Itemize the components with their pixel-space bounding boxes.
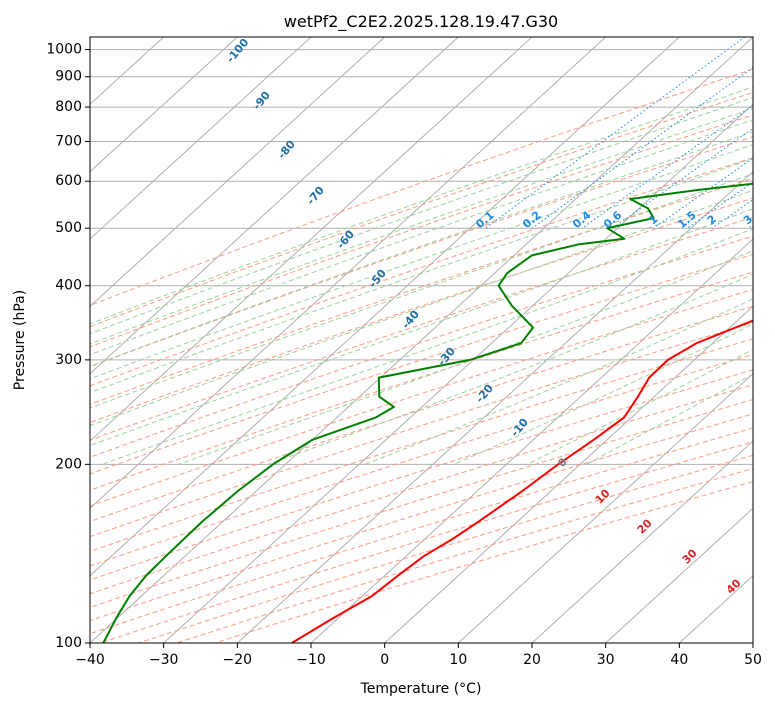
dry-adiabat-line xyxy=(90,369,753,581)
moist-adiabat-line xyxy=(90,143,753,380)
mixing-ratio-line xyxy=(531,66,753,229)
moist-adiabat-line xyxy=(90,119,753,356)
x-tick-label: 0 xyxy=(380,652,389,668)
isotherm-line xyxy=(90,37,607,510)
isotherm-line xyxy=(236,170,753,643)
y-tick-label: 1000 xyxy=(46,42,82,58)
y-axis-label: Pressure (hPa) xyxy=(12,290,28,390)
background-lines xyxy=(90,37,753,643)
moist-adiabat-line xyxy=(453,323,753,465)
isotherm-line xyxy=(457,372,753,643)
x-tick-label: −10 xyxy=(296,652,326,668)
dry-adiabat-line xyxy=(90,68,753,307)
y-tick-label: 200 xyxy=(55,456,82,472)
dewpoint-profile-line xyxy=(102,182,753,643)
y-tick-label: 400 xyxy=(55,278,82,294)
moist-adiabat-line xyxy=(102,228,753,465)
profiles xyxy=(102,182,753,643)
x-tick-label: 50 xyxy=(744,652,762,668)
y-tick-label: 300 xyxy=(55,352,82,368)
y-axis: 1000 900 800 700 600 500 400 300 200 100 xyxy=(46,42,90,651)
dry-adiabat-line xyxy=(90,384,753,595)
temperature-profile-line xyxy=(291,319,753,643)
isotherm-line xyxy=(384,305,753,643)
y-tick-label: 500 xyxy=(55,220,82,236)
y-tick-label: 900 xyxy=(55,69,82,85)
x-tick-label: 10 xyxy=(449,652,467,668)
moist-adiabat-line xyxy=(90,131,753,367)
x-axis-label: Temperature (°C) xyxy=(360,681,482,697)
moist-adiabat-line xyxy=(364,298,753,465)
isotherm-line xyxy=(90,37,386,308)
isotherm-line xyxy=(605,507,753,643)
isotherm-line xyxy=(531,440,753,643)
x-tick-label: 40 xyxy=(670,652,688,668)
moist-adiabat-line xyxy=(90,97,753,335)
x-axis: −40 −30 −20 −10 0 10 20 30 40 50 xyxy=(75,643,762,668)
dry-adiabat-line xyxy=(90,177,753,406)
x-tick-label: 30 xyxy=(597,652,615,668)
isotherm-line xyxy=(90,37,753,643)
isotherm-line xyxy=(163,103,753,643)
x-tick-label: −30 xyxy=(149,652,179,668)
isotherm-line xyxy=(90,37,238,173)
y-tick-label: 800 xyxy=(55,99,82,115)
isotherm-line xyxy=(90,37,680,577)
dry-adiabat-line xyxy=(90,114,753,348)
y-tick-label: 700 xyxy=(55,133,82,149)
y-tick-label: 100 xyxy=(55,635,82,651)
y-tick-label: 600 xyxy=(55,173,82,189)
x-tick-label: −40 xyxy=(75,652,105,668)
x-tick-label: −20 xyxy=(223,652,253,668)
moist-adiabat-line xyxy=(90,107,753,345)
isotherm-line xyxy=(752,642,753,643)
dry-adiabat-line xyxy=(90,136,753,368)
isotherm-line xyxy=(90,37,312,240)
moist-adiabat-line xyxy=(178,250,753,465)
plot-frame xyxy=(89,36,754,644)
isotherm-line xyxy=(90,37,459,375)
chart-title: wetPf2_C2E2.2025.128.19.47.G30 xyxy=(284,12,558,32)
moist-adiabat-line xyxy=(90,208,753,447)
moist-adiabat-line xyxy=(90,173,753,409)
mixing-ratio-line xyxy=(485,37,746,229)
x-tick-label: 20 xyxy=(523,652,541,668)
isotherm-line xyxy=(90,37,533,442)
